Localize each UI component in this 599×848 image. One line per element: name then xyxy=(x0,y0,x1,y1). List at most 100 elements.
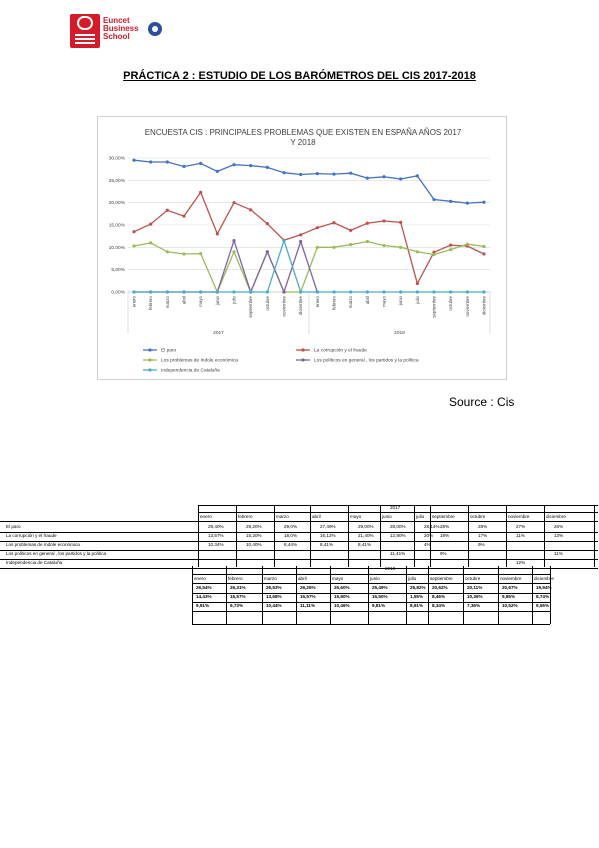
x-tick-label: diciembre xyxy=(482,295,487,315)
y-tick-label: 25,00% xyxy=(109,178,126,184)
table-cell: 1,55% xyxy=(410,594,424,599)
x-tick-label: septiembre xyxy=(248,295,253,317)
data-point xyxy=(299,172,303,177)
month-header: marzo xyxy=(276,514,289,519)
x-tick-label: febrero xyxy=(148,295,153,309)
table-cell: 25,49% xyxy=(372,585,388,590)
table-cell: 15,57% xyxy=(230,594,246,599)
data-point xyxy=(215,169,219,173)
table-cell: 13,57% xyxy=(208,533,224,538)
table-rule xyxy=(532,566,533,624)
data-point xyxy=(382,175,386,179)
data-point xyxy=(132,290,136,294)
data-point xyxy=(265,250,269,254)
data-point xyxy=(465,201,469,205)
data-point xyxy=(415,174,419,178)
data-point xyxy=(149,160,153,164)
data-point xyxy=(449,290,453,294)
month-header: noviembre xyxy=(508,514,530,519)
data-point xyxy=(365,221,369,225)
data-point xyxy=(315,245,319,249)
table-rule xyxy=(0,541,598,542)
data-point xyxy=(365,239,369,244)
data-point xyxy=(332,172,336,176)
row-label: La corrupción y el fraude xyxy=(6,533,57,538)
table-cell: 28,00% xyxy=(390,524,406,529)
month-header: julio xyxy=(408,576,417,581)
table-cell: 16,12% xyxy=(320,533,336,538)
data-point xyxy=(265,222,269,226)
table-cell: 8,41% xyxy=(320,542,334,547)
table-rule xyxy=(428,566,429,624)
x-tick-label: julio xyxy=(232,295,237,304)
table-rule xyxy=(192,624,550,625)
table-cell: 27% xyxy=(516,524,526,529)
series-line xyxy=(133,240,485,294)
y-tick-label: 0,00% xyxy=(111,290,125,296)
table-cell: 10,40% xyxy=(246,542,262,547)
data-point xyxy=(449,247,453,252)
legend-label: Los políticos en general , los partidos … xyxy=(314,358,419,364)
data-point xyxy=(165,160,169,164)
table-cell: 25,60% xyxy=(334,585,350,590)
data-point xyxy=(182,252,186,256)
legend-label: Independencia de Cataluña xyxy=(161,368,220,374)
data-point xyxy=(432,290,436,294)
data-point xyxy=(265,165,269,169)
table-cell: 8,46% xyxy=(432,594,446,599)
table-rule xyxy=(192,602,550,603)
table-cell: 29,20% xyxy=(246,524,262,529)
data-point xyxy=(199,190,203,194)
table-rule xyxy=(468,505,469,567)
table-cell: 15,90% xyxy=(334,594,350,599)
legend-label: El paro xyxy=(161,348,177,354)
table-cell: 9% xyxy=(478,542,485,547)
table-rule xyxy=(330,566,331,624)
data-point xyxy=(165,290,169,294)
table-rule xyxy=(544,505,545,567)
data-point xyxy=(232,250,236,254)
y-tick-label: 10,00% xyxy=(109,245,126,251)
table-cell: 25,82% xyxy=(410,585,426,590)
table-cell: 9% xyxy=(440,551,447,556)
table-cell: 9,91% xyxy=(196,603,210,608)
table-cell: 7,36% xyxy=(467,603,481,608)
data-point xyxy=(232,163,236,167)
data-point xyxy=(349,243,353,247)
data-point xyxy=(332,245,336,249)
table-rule xyxy=(380,505,381,567)
data-point xyxy=(315,172,319,176)
table-cell: 20,67% xyxy=(502,585,518,590)
table-cell: 12% xyxy=(516,560,526,565)
month-header: junio xyxy=(370,576,380,581)
data-point xyxy=(365,176,369,180)
data-point xyxy=(249,163,253,168)
table-cell: 11% xyxy=(516,533,525,538)
table-cell: 8,91% xyxy=(410,603,424,608)
table-2018: 2018 enero febrero marzo abril mayo junio julio… xyxy=(0,566,599,625)
data-point xyxy=(415,290,419,294)
x-tick-label: octubre xyxy=(448,295,453,310)
table-cell: 13% xyxy=(554,533,564,538)
row-label: Los problemas de índole económica xyxy=(6,542,80,547)
data-point xyxy=(232,201,236,205)
euncet-logo: Euncet Business School xyxy=(70,14,166,50)
x-tick-label: marzo xyxy=(348,295,353,308)
data-point xyxy=(349,290,353,294)
year-label: 2018 xyxy=(394,330,405,336)
table-cell: 26,53% xyxy=(266,585,282,590)
data-point xyxy=(432,252,436,257)
series-line xyxy=(134,238,484,293)
source-note: Source : Cis xyxy=(449,395,515,409)
table-rule xyxy=(594,505,595,567)
document-title: PRÁCTICA 2 : ESTUDIO DE LOS BARÓMETROS D… xyxy=(123,70,476,82)
table-cell: 10,52% xyxy=(502,603,518,608)
data-point xyxy=(165,250,169,254)
table-cell: 26,31% xyxy=(230,585,246,590)
data-point xyxy=(132,244,136,248)
table-rule xyxy=(192,574,550,575)
table-cell: 29,0% xyxy=(284,524,298,529)
table-cell: 12,80% xyxy=(390,533,406,538)
data-point xyxy=(182,290,186,294)
table-cell: 4% xyxy=(424,542,431,547)
